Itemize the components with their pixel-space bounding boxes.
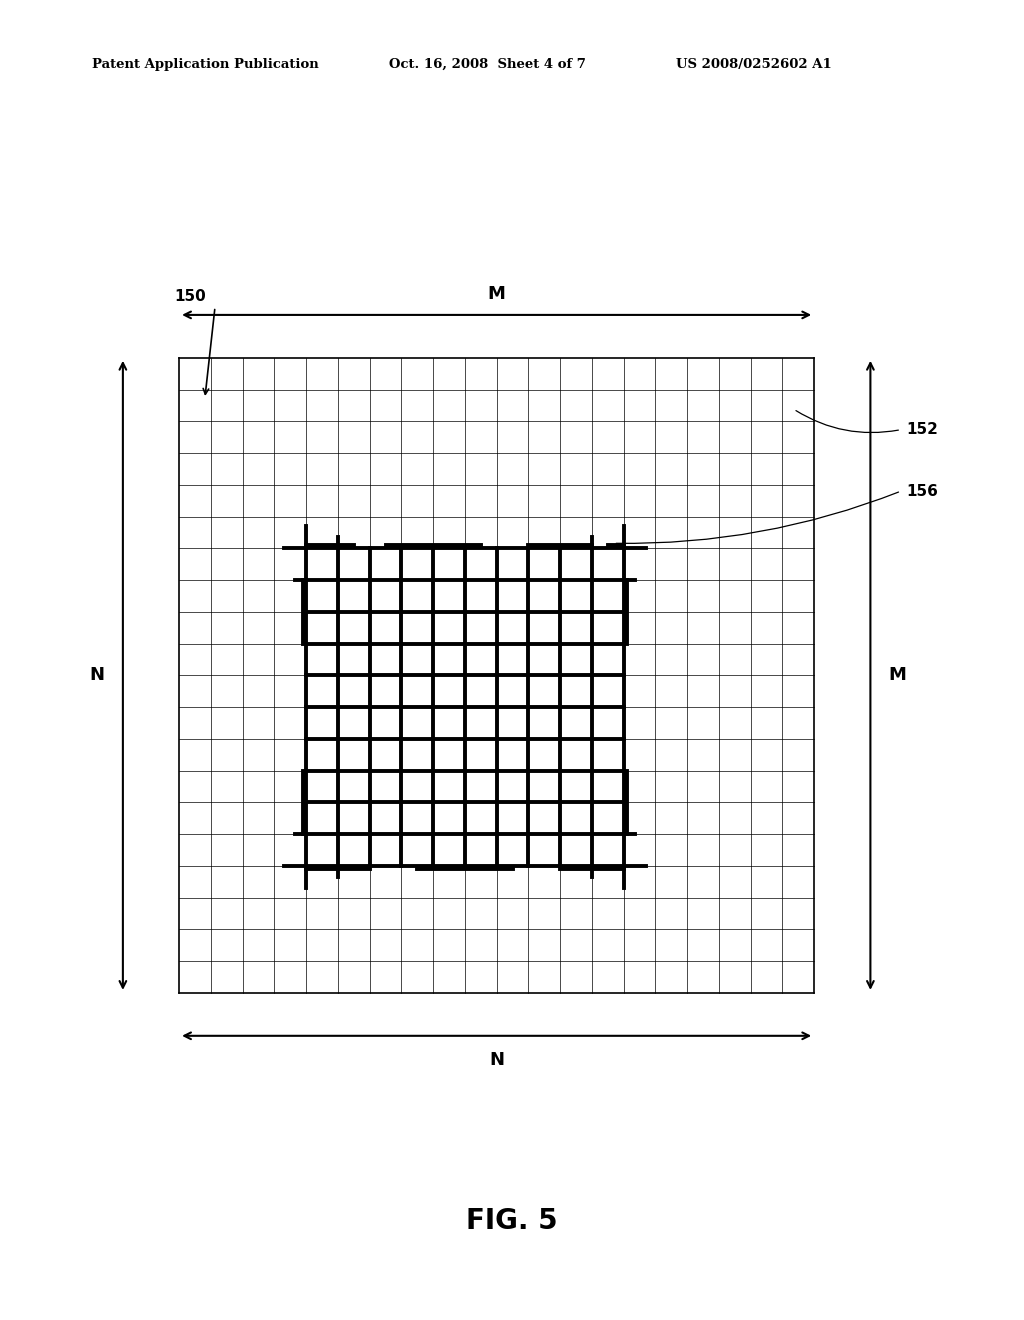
Text: 150: 150 (174, 289, 206, 304)
Text: N: N (89, 667, 104, 684)
Text: 156: 156 (906, 483, 938, 499)
Text: N: N (489, 1051, 504, 1069)
Text: US 2008/0252602 A1: US 2008/0252602 A1 (676, 58, 831, 71)
Text: 152: 152 (906, 422, 938, 437)
Text: M: M (889, 667, 906, 684)
Text: M: M (487, 285, 506, 302)
Text: Oct. 16, 2008  Sheet 4 of 7: Oct. 16, 2008 Sheet 4 of 7 (389, 58, 586, 71)
Text: FIG. 5: FIG. 5 (466, 1206, 558, 1236)
Text: Patent Application Publication: Patent Application Publication (92, 58, 318, 71)
